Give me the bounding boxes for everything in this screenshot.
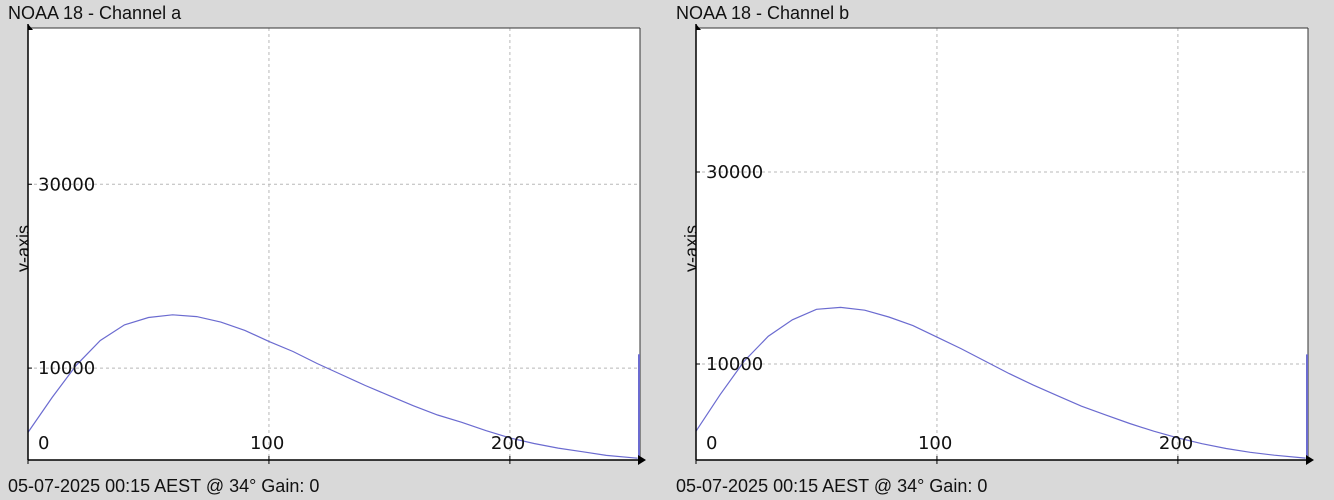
- x-tick-label: 100: [918, 433, 952, 454]
- chart-panel-channel-a: NOAA 18 - Channel a y-axis 0 100 200 10000 3…: [8, 0, 648, 500]
- chart-footer: 05-07-2025 00:15 AEST @ 34° Gain: 0: [676, 476, 988, 496]
- x-tick-label: 0: [38, 433, 49, 454]
- series-line: [695, 306, 1306, 459]
- plot-background: [696, 28, 1308, 460]
- x-axis-arrow: [638, 455, 646, 465]
- plot-background: [28, 28, 640, 460]
- chart-plot-area: 0 100 200 10000 30000: [27, 24, 646, 465]
- x-tick-label: 200: [1159, 433, 1193, 454]
- y-axis-arrow: [28, 24, 33, 30]
- x-tick-label: 100: [250, 433, 284, 454]
- y-tick-label: 10000: [706, 354, 763, 375]
- y-tick-label: 30000: [706, 162, 763, 183]
- y-axis-arrow: [696, 24, 701, 30]
- chart-title: NOAA 18 - Channel a: [8, 3, 182, 23]
- x-axis-arrow: [1306, 455, 1314, 465]
- y-tick-label: 30000: [38, 174, 95, 195]
- chart-plot-area: 0 100 200 10000 30000: [695, 24, 1314, 465]
- series-line: [27, 314, 638, 459]
- chart-footer: 05-07-2025 00:15 AEST @ 34° Gain: 0: [8, 476, 320, 496]
- x-tick-label: 200: [491, 433, 525, 454]
- y-tick-label: 10000: [38, 358, 95, 379]
- chart-panel-channel-b: NOAA 18 - Channel b y-axis 0 100 200 10000 3…: [676, 0, 1316, 500]
- chart-title: NOAA 18 - Channel b: [676, 3, 850, 23]
- x-tick-label: 0: [706, 433, 717, 454]
